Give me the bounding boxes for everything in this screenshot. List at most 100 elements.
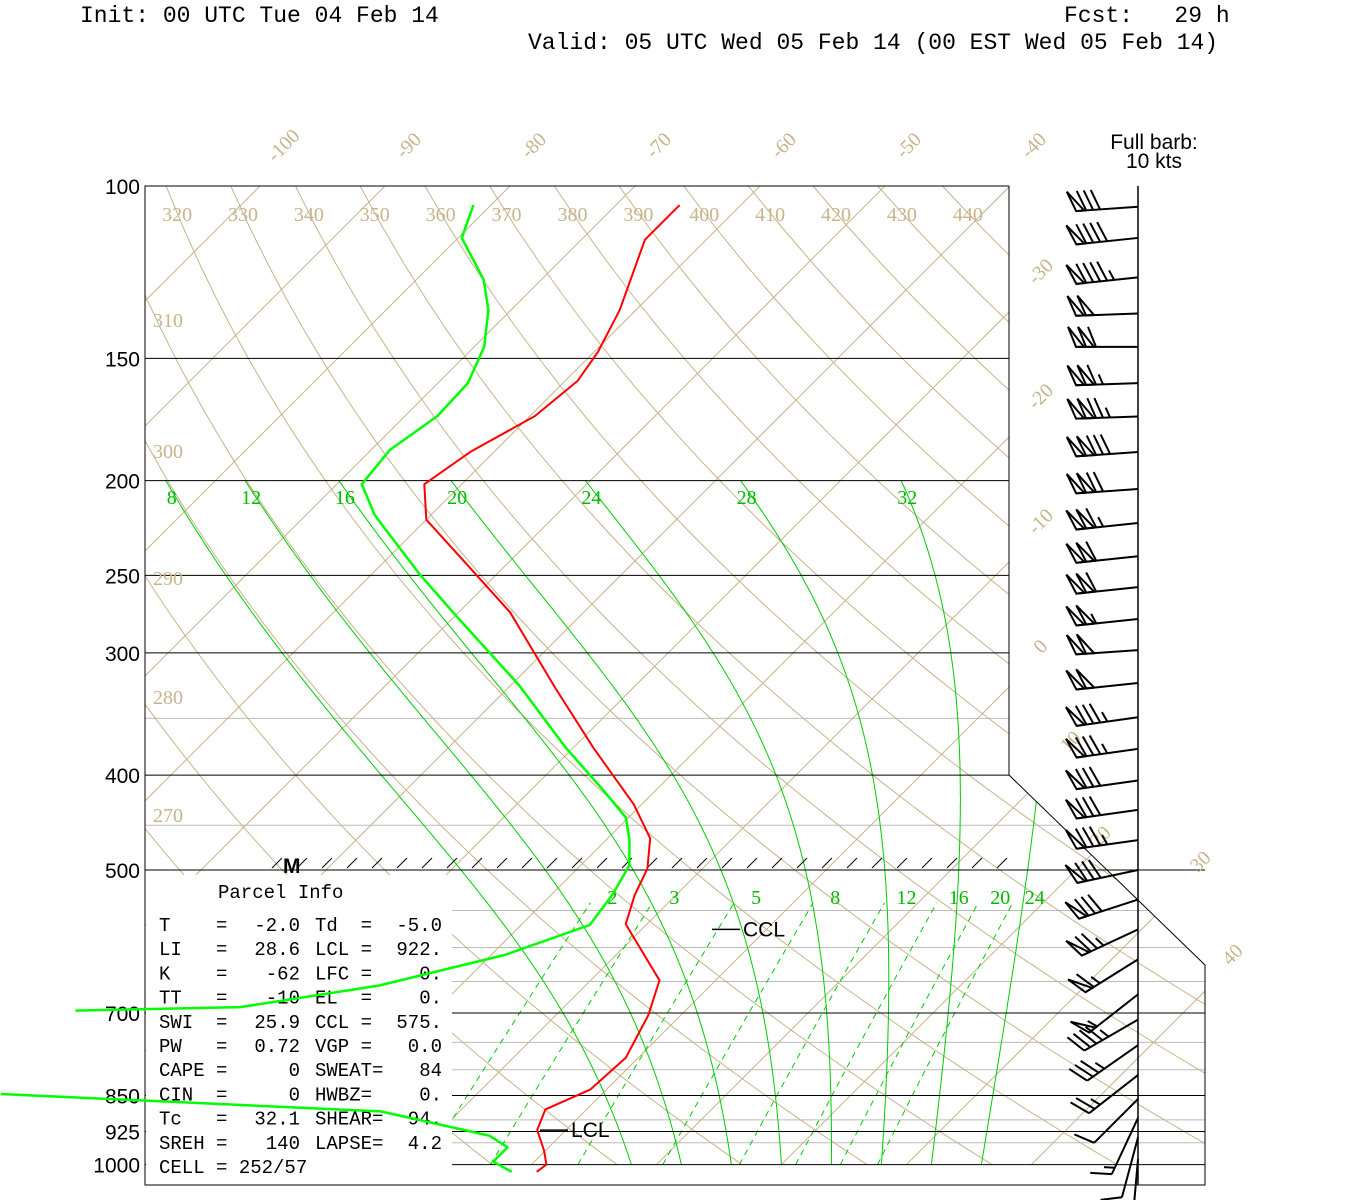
parcel-info-value: 0: [289, 1084, 300, 1106]
wind-barb: [1065, 541, 1139, 564]
barb-flag: [1065, 605, 1087, 627]
parcel-info-value: 0.: [419, 1084, 442, 1106]
parcel-info-value: 32.1: [254, 1109, 300, 1131]
barb-flag: [1065, 264, 1087, 285]
pressure-tick-label: 500: [105, 860, 140, 883]
barb-half: [1094, 1061, 1105, 1070]
parcel-info-label: HWBZ=: [315, 1084, 372, 1106]
dewpoint-line: [0, 1092, 513, 1173]
barb-full: [1073, 898, 1090, 917]
barb-full: [1089, 222, 1102, 243]
mixing-ratio-line: [423, 902, 591, 1165]
barb-flag: [1065, 224, 1087, 246]
barb-full: [1085, 472, 1098, 493]
barb-full: [1099, 434, 1111, 455]
parcel-info-value: 0: [289, 1060, 300, 1082]
moist-adiabat-label: 28: [737, 487, 757, 509]
parcel-info-label: VGP =: [315, 1036, 372, 1058]
barb-flag: [1065, 706, 1087, 727]
mixing-ratio-label: 5: [751, 887, 761, 909]
barb-full: [1085, 435, 1098, 456]
barb-full: [1089, 261, 1102, 282]
barb-full: [1068, 1068, 1088, 1082]
mixing-ratio-line: [662, 902, 814, 1165]
barb-full: [1096, 221, 1109, 242]
barb-full: [1081, 860, 1095, 880]
barb-full: [1075, 263, 1088, 284]
parcel-info-label: SWI =: [159, 1012, 227, 1034]
tropopause-hatch: [546, 857, 558, 869]
barb-half: [1108, 269, 1116, 281]
barb-flag: [1065, 509, 1087, 531]
barb-shaft: [1076, 205, 1139, 213]
dry-adiabat-line: [748, 186, 1205, 1166]
pressure-tick-label: 400: [105, 765, 140, 788]
barb-full: [1080, 1060, 1100, 1074]
parcel-info-label: LCL =: [315, 939, 372, 961]
parcel-info-value: 84: [419, 1060, 442, 1082]
barb-half: [1090, 976, 1101, 985]
mixing-ratio-line: [738, 902, 885, 1165]
wind-barb: [1065, 471, 1139, 495]
mixing-ratio-label: 12: [897, 887, 917, 909]
barb-full: [1075, 1097, 1096, 1110]
barb-half: [1090, 613, 1098, 624]
mixing-ratio-label: 16: [949, 887, 969, 909]
wind-barb: [1066, 364, 1139, 387]
sounding-profiles-outside: CCL LCL M Full barb:10 kts: [0, 131, 1198, 1173]
barb-flag: [1076, 397, 1097, 420]
moist-adiabat-line: [338, 480, 732, 1165]
parcel-info-label: CCL =: [315, 1012, 372, 1034]
dry-adiabat-line: [295, 186, 1205, 1166]
dry-adiabat-label: 400: [689, 204, 719, 226]
moist-adiabat-label: 16: [335, 487, 355, 509]
parcel-info-label: SWEAT=: [315, 1060, 383, 1082]
barb-flag: [1067, 326, 1087, 348]
barb-full: [1075, 973, 1095, 988]
tropopause-hatch: [696, 857, 708, 869]
tropopause-hatch: [871, 857, 883, 869]
barb-flag: [1066, 295, 1087, 317]
tropopause-hatch: [996, 857, 1008, 869]
tropopause-hatch: [496, 857, 508, 869]
parcel-info-label: PW =: [159, 1036, 227, 1058]
barb-full: [1088, 795, 1102, 816]
barb-legend-line1: Full barb:: [1110, 131, 1198, 154]
barb-full: [1082, 262, 1095, 283]
barb-shaft: [1086, 1044, 1139, 1082]
barb-flag: [1076, 294, 1097, 317]
dry-adiabat-label: 290: [153, 568, 183, 590]
barb-full: [1078, 1029, 1098, 1045]
barb-flag: [1065, 634, 1087, 656]
wind-barb: [1065, 703, 1139, 727]
barb-flag: [1065, 738, 1087, 759]
wind-barb: [1065, 633, 1139, 656]
barb-shaft: [1093, 1098, 1139, 1144]
barb-full: [1081, 827, 1095, 847]
parcel-info-value: -10: [266, 988, 300, 1010]
forecast-hour: Fcst: 29 h: [1064, 3, 1230, 29]
barb-full: [1084, 1026, 1104, 1041]
barb-flag: [1075, 604, 1097, 626]
mixing-ratio-label: 20: [990, 887, 1010, 909]
lcl-label: LCL: [571, 1119, 610, 1142]
dry-adiabat-label: 370: [492, 204, 522, 226]
isotherm-line: [145, 186, 511, 1165]
barb-full: [1074, 1064, 1094, 1078]
pressure-tick-label: 850: [105, 1086, 140, 1109]
barb-flag: [1065, 473, 1087, 495]
barb-full: [1081, 735, 1095, 756]
barb-shaft: [1120, 1137, 1139, 1198]
isotherm-label: 40: [1218, 940, 1248, 970]
barb-flag: [1066, 364, 1087, 387]
barb-full: [1081, 704, 1095, 724]
barb-flag: [1075, 472, 1097, 494]
tropopause-hatch: [321, 857, 333, 869]
isotherm-label: -40: [1017, 129, 1051, 163]
isotherm-label: -60: [767, 129, 801, 163]
pressure-tick-label: 300: [105, 643, 140, 666]
moist-adiabat-label: 12: [241, 487, 261, 509]
barb-shaft: [1076, 747, 1139, 759]
barb-flag: [1075, 572, 1097, 594]
barb-shaft: [1110, 1117, 1139, 1175]
